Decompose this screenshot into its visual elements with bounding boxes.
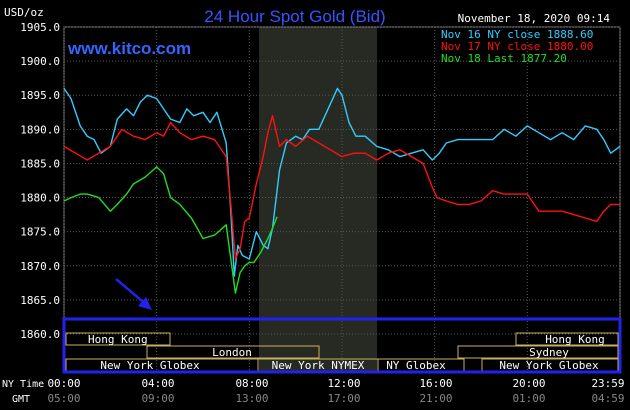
x-tick-gmt: 13:00 xyxy=(235,392,268,405)
series-line-nov16 xyxy=(63,87,621,277)
session-label-ny-globex: NY Globex xyxy=(386,359,446,372)
x-tick-gmt: 05:00 xyxy=(47,392,80,405)
x-axis-ticks: 00:00 04:00 08:00 12:00 16:00 20:00 23:59 05:00… xyxy=(47,377,624,405)
y-tick-label: 1900.0 xyxy=(20,55,60,68)
price-series xyxy=(63,87,621,294)
x-tick-gmt: 01:00 xyxy=(512,392,545,405)
y-tick-label: 1865.0 xyxy=(20,294,60,307)
session-label-hong-kong-2: Hong Kong xyxy=(545,333,605,346)
series-line-nov18 xyxy=(63,166,278,294)
arrow-head xyxy=(138,297,152,310)
session-label-new-york-globex-1: New York Globex xyxy=(100,359,200,372)
y-tick-label: 1895.0 xyxy=(20,89,60,102)
legend-nov17: Nov 17 NY close 1880.00 xyxy=(441,40,593,53)
x-tick-gmt: 17:00 xyxy=(327,392,360,405)
y-tick-label: 1860.0 xyxy=(20,328,60,341)
legend-nov18: Nov 18 Last 1877.20 xyxy=(441,52,567,65)
ny-time-label: NY Time xyxy=(2,379,44,390)
y-tick-label: 1870.0 xyxy=(20,260,60,273)
y-tick-label: 1905.0 xyxy=(20,21,60,34)
series-line-nov17 xyxy=(63,114,620,260)
legend: Nov 16 NY close 1888.60 Nov 17 NY close … xyxy=(441,28,593,65)
x-tick-gmt: 04:59 xyxy=(591,392,624,405)
annotation-arrow xyxy=(115,278,152,310)
session-label-sydney: Sydney xyxy=(529,346,569,359)
session-label-london: London xyxy=(212,346,252,359)
x-tick-ny: 20:00 xyxy=(512,377,545,390)
session-label-new-york-nymex: New York NYMEX xyxy=(272,359,365,372)
y-tick-label: 1875.0 xyxy=(20,226,60,239)
kitco-website-link[interactable]: www.kitco.com xyxy=(67,39,191,58)
y-axis-ticks: 1905.0 1900.0 1895.0 1890.0 1885.0 1880.0 1875… xyxy=(20,21,60,341)
y-tick-label: 1890.0 xyxy=(20,123,60,136)
x-tick-ny: 04:00 xyxy=(141,377,174,390)
grid-lines xyxy=(63,26,621,372)
session-label-new-york-globex-2: New York Globex xyxy=(499,359,599,372)
chart-timestamp: November 18, 2020 09:14 xyxy=(458,12,611,25)
chart-title: 24 Hour Spot Gold (Bid) xyxy=(204,7,385,26)
x-tick-ny: 16:00 xyxy=(419,377,452,390)
x-tick-gmt: 09:00 xyxy=(141,392,174,405)
session-box-london xyxy=(146,345,320,359)
sessions-highlight-box xyxy=(62,317,622,374)
gmt-label: GMT xyxy=(12,394,30,405)
x-tick-ny: 23:59 xyxy=(591,377,624,390)
session-box-hong-kong-2 xyxy=(515,332,619,346)
legend-nov16: Nov 16 NY close 1888.60 xyxy=(441,28,593,41)
x-tick-ny: 08:00 xyxy=(235,377,268,390)
session-box-hong-kong-1 xyxy=(65,332,171,346)
y-tick-label: 1880.0 xyxy=(20,192,60,205)
y-tick-label: 1885.0 xyxy=(20,157,60,170)
y-axis-units: USD/oz xyxy=(4,6,44,19)
current-session-highlight xyxy=(259,27,377,371)
x-tick-ny: 12:00 xyxy=(327,377,360,390)
session-box-sydney xyxy=(457,345,619,359)
trading-sessions: Hong Kong London New York Globex New York N… xyxy=(62,317,622,374)
x-tick-gmt: 21:00 xyxy=(419,392,452,405)
session-label-hong-kong-1: Hong Kong xyxy=(88,333,148,346)
x-tick-ny: 00:00 xyxy=(47,377,80,390)
